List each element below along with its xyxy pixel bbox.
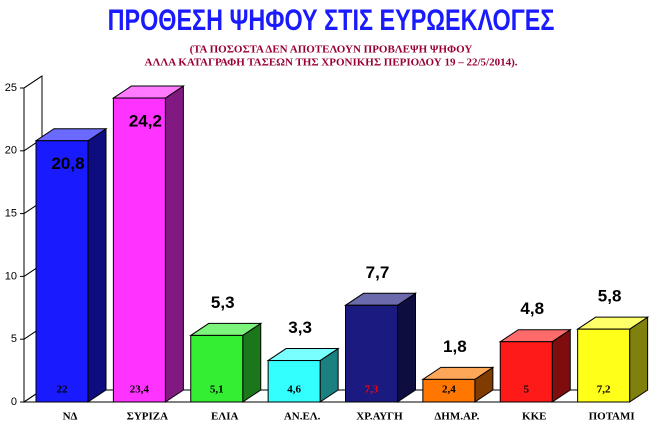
- y-tick-label: 15: [5, 208, 17, 220]
- bar: [267, 360, 321, 403]
- bar: [190, 334, 244, 403]
- bar: [499, 341, 553, 403]
- grid-line: [23, 75, 43, 89]
- bar-side: [164, 85, 184, 403]
- x-tick-label: ΚΚΕ: [522, 411, 546, 423]
- bar-side: [551, 328, 571, 403]
- bar-side: [87, 127, 107, 403]
- inner-label: 23,4: [130, 384, 150, 396]
- x-tick-label: ΑΝ.ΕΛ.: [284, 411, 321, 423]
- y-tick-label: 25: [5, 82, 17, 94]
- bar: [422, 378, 476, 403]
- y-tick-label: 20: [5, 145, 17, 157]
- y-tick-label: 5: [11, 333, 17, 345]
- x-tick-label: ΕΛΙΑ: [211, 411, 239, 423]
- x-tick-label: ΣΥΡΙΖΑ: [127, 411, 168, 423]
- value-label: 5,8: [598, 287, 622, 306]
- value-label: 5,3: [211, 293, 235, 312]
- value-label: 24,2: [129, 112, 162, 131]
- chart-title: ΠΡΟΘΕΣΗ ΨΗΦΟΥ ΣΤΙΣ ΕΥΡΩΕΚΛΟΓΕΣ: [108, 3, 555, 36]
- inner-label: 4,6: [287, 384, 301, 396]
- x-tick-label: ΝΔ: [63, 411, 78, 423]
- x-tick-label: ΔΗΜ.ΑΡ.: [434, 411, 479, 423]
- bar-side: [397, 292, 416, 403]
- value-label: 7,7: [366, 263, 390, 282]
- value-label: 1,8: [443, 337, 467, 356]
- bar-side: [242, 322, 262, 403]
- inner-label: 5: [524, 384, 530, 396]
- x-tick-label: ΧΡ.ΑΥΓΗ: [356, 411, 403, 423]
- bar: [577, 328, 631, 403]
- x-tick-label: ΠΟΤΑΜΙ: [589, 411, 635, 423]
- chart-subtitle: ΑΛΛΑ ΚΑΤΑΓΡΑΦΗ ΤΑΣΕΩΝ ΤΗΣ ΧΡΟΝΙΚΗΣ ΠΕΡΙΟ…: [145, 57, 518, 69]
- inner-label: 5,1: [210, 384, 224, 396]
- inner-label: 7,2: [597, 384, 611, 396]
- bar: [112, 97, 166, 403]
- chart-subtitle: (ΤΑ ΠΟΣΟΣΤΑ ΔΕΝ ΑΠΟΤΕΛΟΥΝ ΠΡΟΒΛΕΨΗ ΨΗΦΟΥ: [190, 44, 473, 56]
- inner-label: 2,4: [442, 384, 456, 396]
- bar: [35, 140, 89, 403]
- y-tick-label: 10: [5, 270, 17, 282]
- bar: [345, 304, 398, 403]
- inner-label: 7,3: [365, 384, 379, 396]
- y-tick-label: 0: [11, 396, 17, 408]
- value-label: 3,3: [288, 318, 312, 337]
- value-label: 20,8: [51, 154, 84, 173]
- value-label: 4,8: [520, 299, 544, 318]
- inner-label: 22: [57, 384, 69, 396]
- bar-side: [629, 316, 649, 403]
